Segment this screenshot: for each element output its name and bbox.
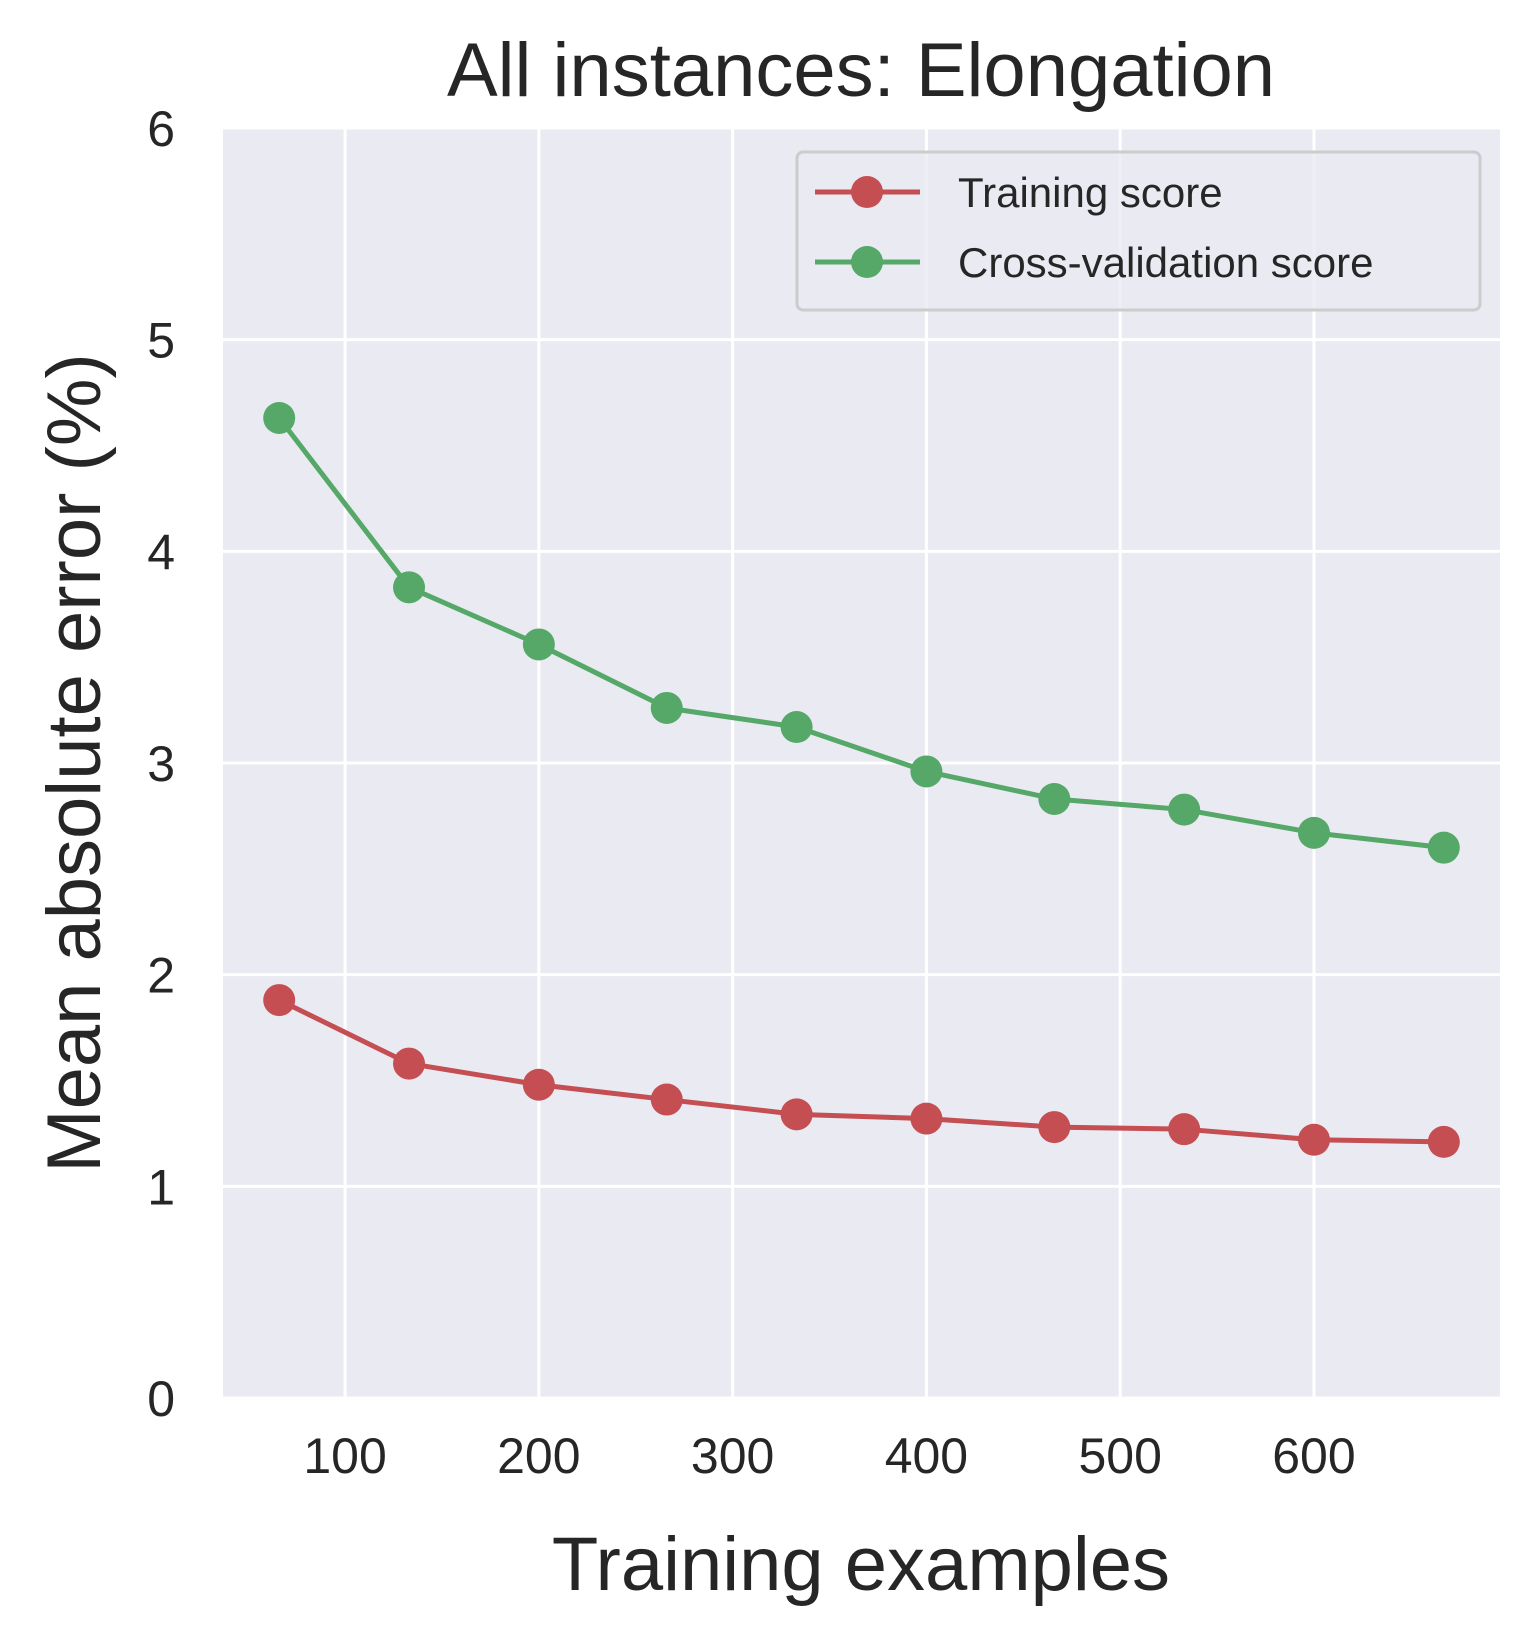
x-axis-label: Training examples <box>552 1522 1170 1607</box>
data-point <box>1168 1113 1201 1146</box>
data-point <box>522 628 555 661</box>
series-line <box>277 416 1445 851</box>
y-tick-label: 3 <box>147 736 175 792</box>
x-tick-labels: 100 200 300 400 500 600 <box>303 1428 1355 1484</box>
legend-training-marker <box>851 176 883 208</box>
y-tick-label: 4 <box>147 524 175 580</box>
y-tick-label: 1 <box>147 1159 175 1215</box>
y-tick-labels: 0 1 2 3 4 5 6 <box>147 101 175 1427</box>
x-tick-label: 300 <box>691 1428 774 1484</box>
data-point <box>1038 782 1071 815</box>
data-point <box>522 1068 555 1101</box>
data-point <box>393 1047 426 1080</box>
y-tick-label: 5 <box>147 313 175 369</box>
series-cross-validation <box>263 401 1460 864</box>
data-point <box>1168 793 1201 826</box>
y-tick-label: 6 <box>147 101 175 157</box>
chart-title: All instances: Elongation <box>447 28 1275 113</box>
data-point <box>1297 1123 1330 1156</box>
x-tick-label: 600 <box>1272 1428 1355 1484</box>
data-point <box>910 755 943 788</box>
legend-frame <box>795 150 1482 312</box>
y-tick-label: 2 <box>147 948 175 1004</box>
legend-cross-validation-label: Cross-validation score <box>958 239 1374 286</box>
data-point <box>263 401 296 434</box>
data-point <box>910 1102 943 1135</box>
data-point <box>1038 1111 1071 1144</box>
series-layer <box>263 401 1460 1158</box>
x-tick-label: 100 <box>303 1428 386 1484</box>
grid-lines <box>223 126 1500 1400</box>
x-tick-label: 400 <box>885 1428 968 1484</box>
data-point <box>780 1098 813 1131</box>
data-point <box>1427 1125 1460 1158</box>
data-point <box>1297 816 1330 849</box>
series-line <box>278 997 1444 1145</box>
x-tick-label: 200 <box>497 1428 580 1484</box>
legend-cross-validation-marker <box>851 246 883 278</box>
legend-item-cross-validation: Cross-validation score <box>815 239 1374 286</box>
y-axis-label: Mean absolute error (%) <box>32 353 117 1172</box>
legend-item-training: Training score <box>815 169 1223 216</box>
legend: Training score Cross-validation score <box>795 150 1482 312</box>
data-point <box>780 711 813 744</box>
legend-training-label: Training score <box>958 169 1223 216</box>
data-point <box>263 984 296 1017</box>
data-point <box>393 571 426 604</box>
y-tick-label: 0 <box>147 1371 175 1427</box>
data-point <box>650 691 683 724</box>
data-point <box>1427 831 1460 864</box>
x-tick-label: 500 <box>1078 1428 1161 1484</box>
data-point <box>650 1083 683 1116</box>
series-training <box>263 984 1460 1158</box>
